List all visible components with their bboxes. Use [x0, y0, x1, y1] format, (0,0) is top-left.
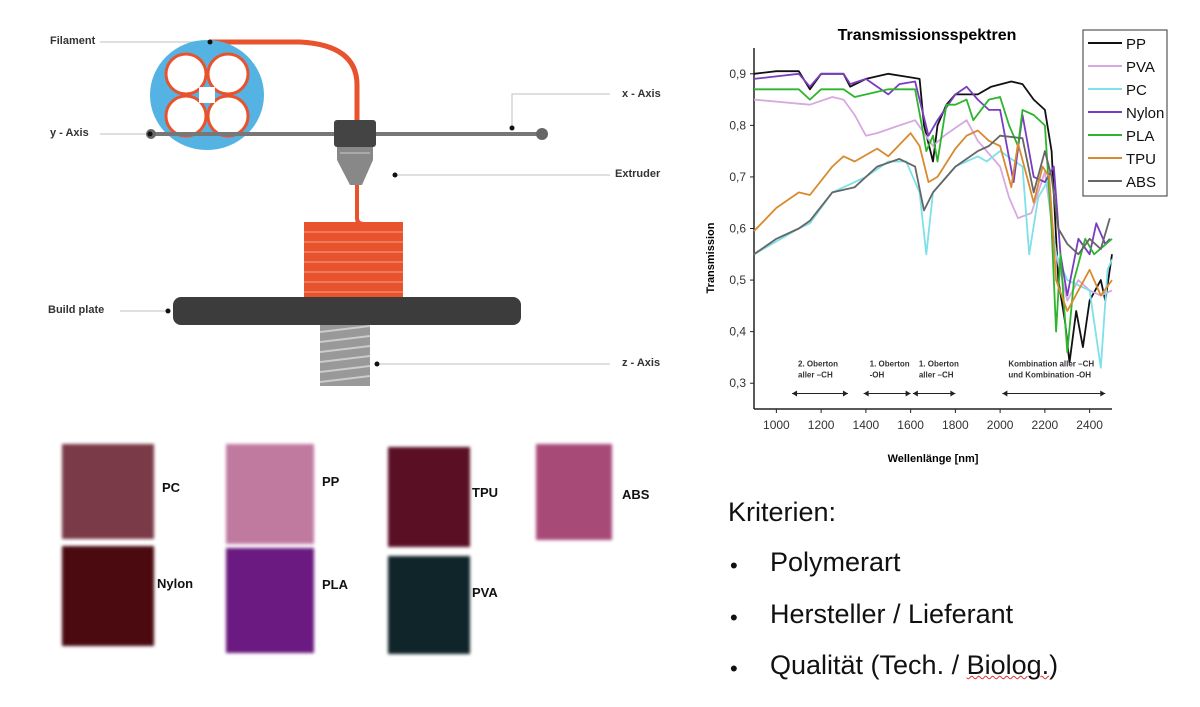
annotation-label: 1. Oberton: [870, 360, 910, 369]
y-tick-label: 0,3: [729, 376, 746, 390]
label-z-axis: z - Axis: [622, 357, 661, 369]
extruder-icon: [334, 120, 376, 185]
criteria-item: Hersteller / Lieferant: [770, 599, 1014, 629]
bullet-icon: •: [730, 553, 738, 578]
legend-label: PP: [1126, 36, 1146, 53]
x-tick-label: 2200: [1032, 418, 1059, 432]
legend-label: Nylon: [1126, 105, 1164, 122]
annotation-label: aller –CH: [919, 371, 954, 380]
y-tick-label: 0,4: [729, 325, 746, 339]
annotation-label: Kombination aller –CH: [1008, 360, 1094, 369]
x-tick-label: 1600: [897, 418, 924, 432]
y-axis-label: Transmission: [705, 222, 717, 293]
label-y-axis: y - Axis: [50, 127, 89, 139]
leader-lines: [100, 41, 610, 365]
transmission-chart: Transmissionsspektren Transmission Welle…: [705, 27, 1168, 465]
sample-pla: [226, 548, 314, 653]
series-line-pc: [753, 150, 1113, 369]
spellcheck-word: Biolog.: [966, 650, 1050, 680]
series-line-abs: [753, 134, 1111, 256]
series-line-nylon: [753, 72, 1111, 297]
criteria-item: Polymerart: [770, 547, 901, 577]
x-tick-label: 2400: [1076, 418, 1103, 432]
sample-label: PLA: [322, 577, 348, 592]
sample-label: Nylon: [157, 576, 194, 591]
arrowhead-icon: [863, 390, 911, 397]
printer-diagram: [100, 39, 610, 386]
sample-label: PC: [162, 480, 181, 495]
label-x-axis: x - Axis: [622, 88, 661, 100]
sample-pva: [388, 556, 470, 654]
label-build-plate: Build plate: [48, 304, 105, 316]
bullet-icon: •: [730, 605, 738, 630]
annotation-label: -OH: [870, 371, 885, 380]
z-axis-screw: [319, 324, 371, 386]
label-filament: Filament: [50, 35, 96, 47]
series-line-tpu: [753, 129, 1113, 312]
build-plate: [173, 297, 521, 325]
criteria-item: Qualität (Tech. / Biolog.): [770, 650, 1058, 681]
criteria-title: Kriterien:: [728, 497, 837, 527]
filament-strand: [210, 39, 360, 122]
label-extruder: Extruder: [615, 168, 661, 180]
annotation-label: 1. Oberton: [919, 360, 959, 369]
y-tick-label: 0,6: [729, 222, 746, 236]
sample-nylon: [62, 546, 154, 646]
spool-icon: [150, 40, 264, 150]
annotation-label: aller –CH: [798, 371, 833, 380]
sample-label: PVA: [472, 585, 498, 600]
y-tick-label: 0,9: [729, 67, 746, 81]
x-axis-label: Wellenlänge [nm]: [888, 453, 979, 465]
legend-label: PC: [1126, 82, 1147, 99]
x-tick-label: 1000: [763, 418, 790, 432]
sample-tpu: [388, 447, 470, 547]
criteria-text: ): [1049, 650, 1059, 680]
annotation-label: 2. Oberton: [798, 360, 838, 369]
y-tick-label: 0,7: [729, 170, 746, 184]
x-tick-label: 1200: [808, 418, 835, 432]
sample-pp: [226, 444, 314, 544]
y-tick-label: 0,8: [729, 118, 746, 132]
criteria-text: Qualität (Tech. /: [770, 650, 967, 680]
arrowhead-icon: [912, 390, 956, 397]
x-tick-label: 1800: [942, 418, 969, 432]
x-tick-label: 2000: [987, 418, 1014, 432]
sample-pc: [62, 444, 154, 539]
legend-label: PVA: [1126, 59, 1155, 76]
series-line-pla: [754, 88, 1113, 354]
legend-label: ABS: [1126, 174, 1156, 191]
legend-label: PLA: [1126, 128, 1154, 145]
x-tick-label: 1400: [853, 418, 880, 432]
sample-label: TPU: [472, 485, 498, 500]
printed-object: [304, 222, 403, 298]
bullet-icon: •: [730, 656, 738, 681]
sample-label: PP: [322, 474, 340, 489]
sample-abs: [536, 444, 612, 540]
legend-label: TPU: [1126, 151, 1156, 168]
annotation-label: und Kombination -OH: [1008, 371, 1091, 380]
sample-label: ABS: [622, 487, 650, 502]
y-tick-label: 0,5: [729, 273, 746, 287]
series-line-pva: [753, 96, 1113, 302]
chart-title: Transmissionsspektren: [838, 27, 1017, 44]
